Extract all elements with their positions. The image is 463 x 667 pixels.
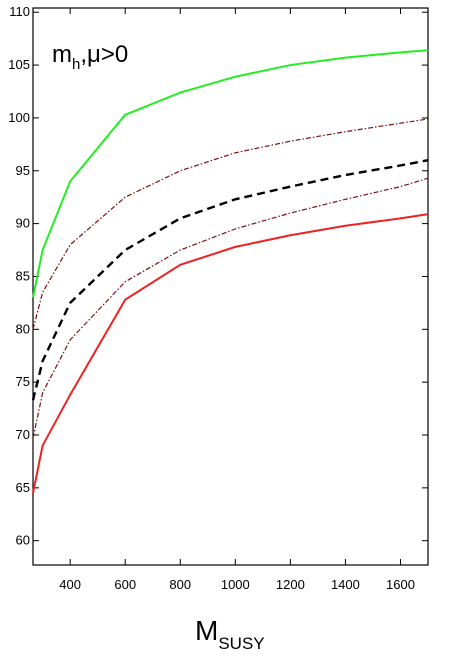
series-line <box>32 177 429 439</box>
y-tick-label: 105 <box>8 57 30 72</box>
y-tick-label: 100 <box>8 110 30 125</box>
y-tick-label: 95 <box>16 163 30 178</box>
y-tick-label: 75 <box>16 374 30 389</box>
x-tick-label: 1200 <box>276 577 305 592</box>
x-tick-label: 1600 <box>386 577 415 592</box>
annotation-main: m <box>52 41 72 68</box>
x-tick-label: 1400 <box>331 577 360 592</box>
y-tick-label: 65 <box>16 480 30 495</box>
x-tick-label: 800 <box>169 577 191 592</box>
x-title-main: M <box>195 615 218 646</box>
annotation: mh,μ>0 <box>52 41 128 73</box>
x-tick-label: 400 <box>59 577 81 592</box>
series-line <box>32 49 429 298</box>
y-tick-label: 70 <box>16 427 30 442</box>
series-line <box>31 159 429 401</box>
y-tick-label: 90 <box>16 216 30 231</box>
x-title-sub: SUSY <box>218 634 264 653</box>
plot-frame <box>32 7 429 566</box>
series-line <box>32 213 429 494</box>
annotation-sub: h <box>72 56 80 73</box>
y-tick-label: 85 <box>16 268 30 283</box>
y-tick-label: 110 <box>9 4 30 19</box>
y-tick-label: 80 <box>16 321 30 336</box>
x-tick-label: 600 <box>114 577 136 592</box>
y-tick-label: 60 <box>16 533 30 548</box>
x-tick-label: 1000 <box>221 577 250 592</box>
annotation-rest: ,μ>0 <box>80 41 128 68</box>
series-line <box>32 118 429 330</box>
x-axis-title: MSUSY <box>195 615 265 653</box>
